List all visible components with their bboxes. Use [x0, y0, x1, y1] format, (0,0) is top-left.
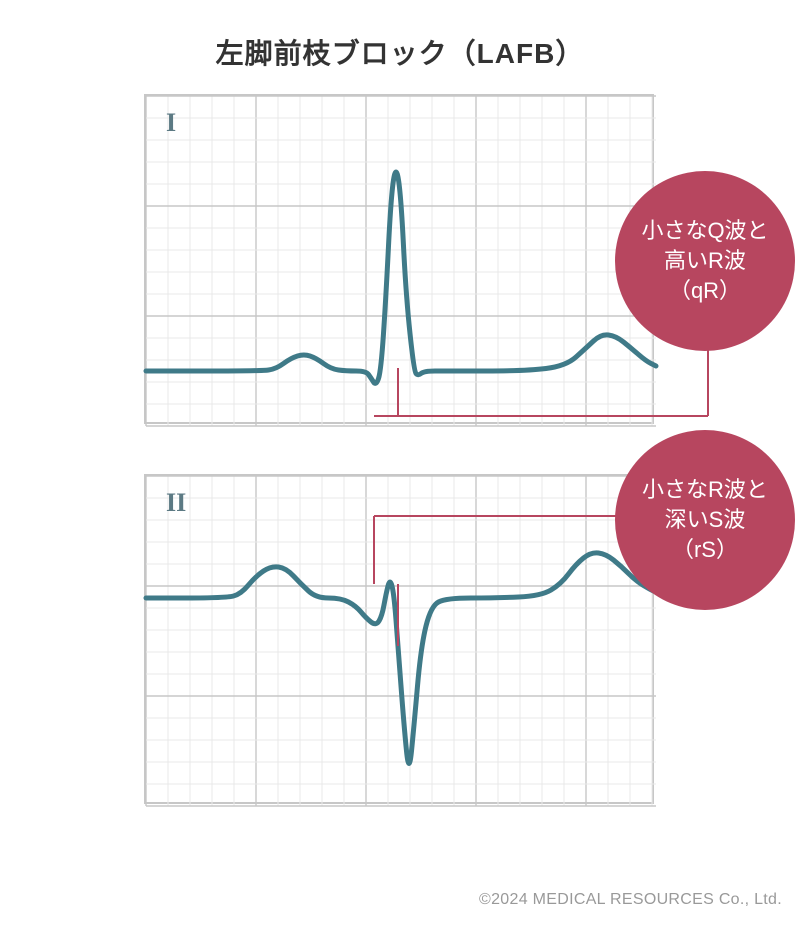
page-title: 左脚前枝ブロック（LAFB） [0, 0, 800, 72]
bubble-line: 小さなQ波と [641, 216, 768, 246]
copyright-text: ©2024 MEDICAL RESOURCES Co., Ltd. [479, 891, 782, 909]
bubble-line: 深いS波 [665, 505, 746, 535]
ecg-svg-lead-2 [146, 476, 656, 806]
bubble-line: 小さなR波と [642, 475, 768, 505]
ecg-panel-lead-1: I [144, 94, 654, 424]
bubble-line: 高いR波 [664, 246, 746, 276]
lead-label-1: I [166, 108, 176, 138]
lead-label-2: II [166, 488, 186, 518]
bubble-line: （qR） [669, 276, 741, 306]
callout-bubble-rs: 小さなR波と 深いS波 （rS） [615, 430, 795, 610]
ecg-panel-lead-2: II [144, 474, 654, 804]
bubble-line: （rS） [672, 535, 738, 565]
callout-bubble-qr: 小さなQ波と 高いR波 （qR） [615, 171, 795, 351]
ecg-svg-lead-1 [146, 96, 656, 426]
